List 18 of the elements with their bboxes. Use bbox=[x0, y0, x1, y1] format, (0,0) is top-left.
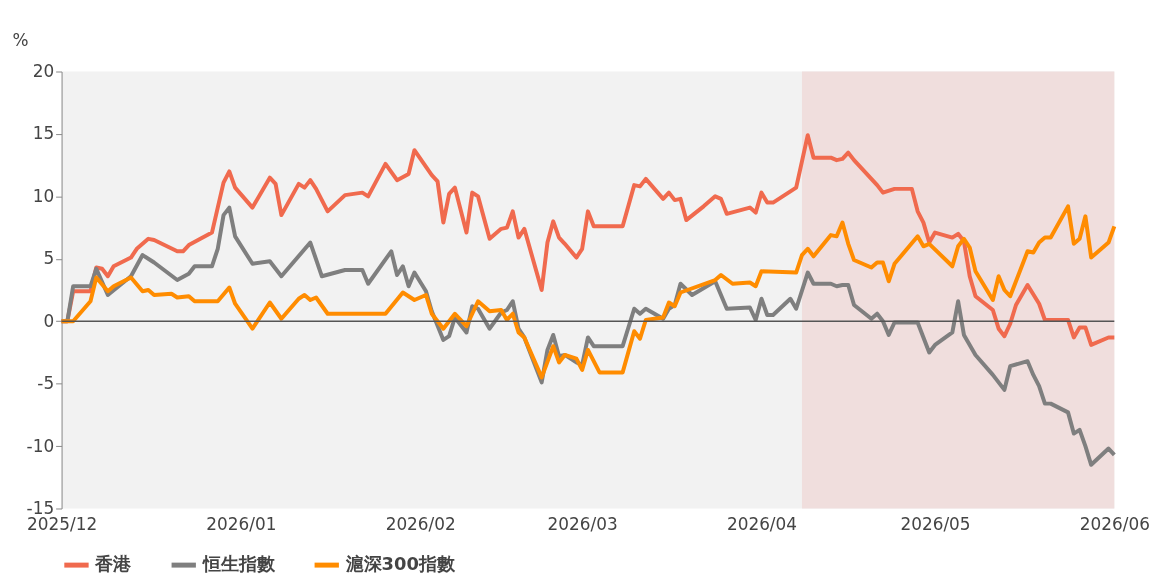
y-tick-label: -10 bbox=[26, 435, 55, 456]
x-tick-label: 2026/04 bbox=[726, 513, 798, 534]
x-tick-label: 2026/05 bbox=[900, 513, 971, 534]
y-tick-label: 0 bbox=[43, 310, 55, 331]
legend-label: 滬深300指數 bbox=[344, 553, 456, 575]
legend-label: 恒生指數 bbox=[201, 553, 276, 575]
y-axis-title: % bbox=[12, 30, 29, 51]
y-tick-label: -5 bbox=[37, 373, 55, 394]
x-tick-label: 2026/01 bbox=[206, 513, 277, 534]
y-tick-label: 10 bbox=[32, 185, 55, 206]
y-tick-label: 20 bbox=[32, 60, 55, 81]
y-tick-label: 5 bbox=[43, 248, 55, 269]
y-tick-label: 15 bbox=[32, 123, 55, 144]
line-series bbox=[59, 204, 1117, 380]
x-tick-label: 2026/02 bbox=[385, 513, 456, 534]
x-tick-label: 2026/06 bbox=[1079, 513, 1150, 534]
x-tick-label: 2026/03 bbox=[547, 513, 618, 534]
legend-label: 香港 bbox=[94, 553, 133, 575]
